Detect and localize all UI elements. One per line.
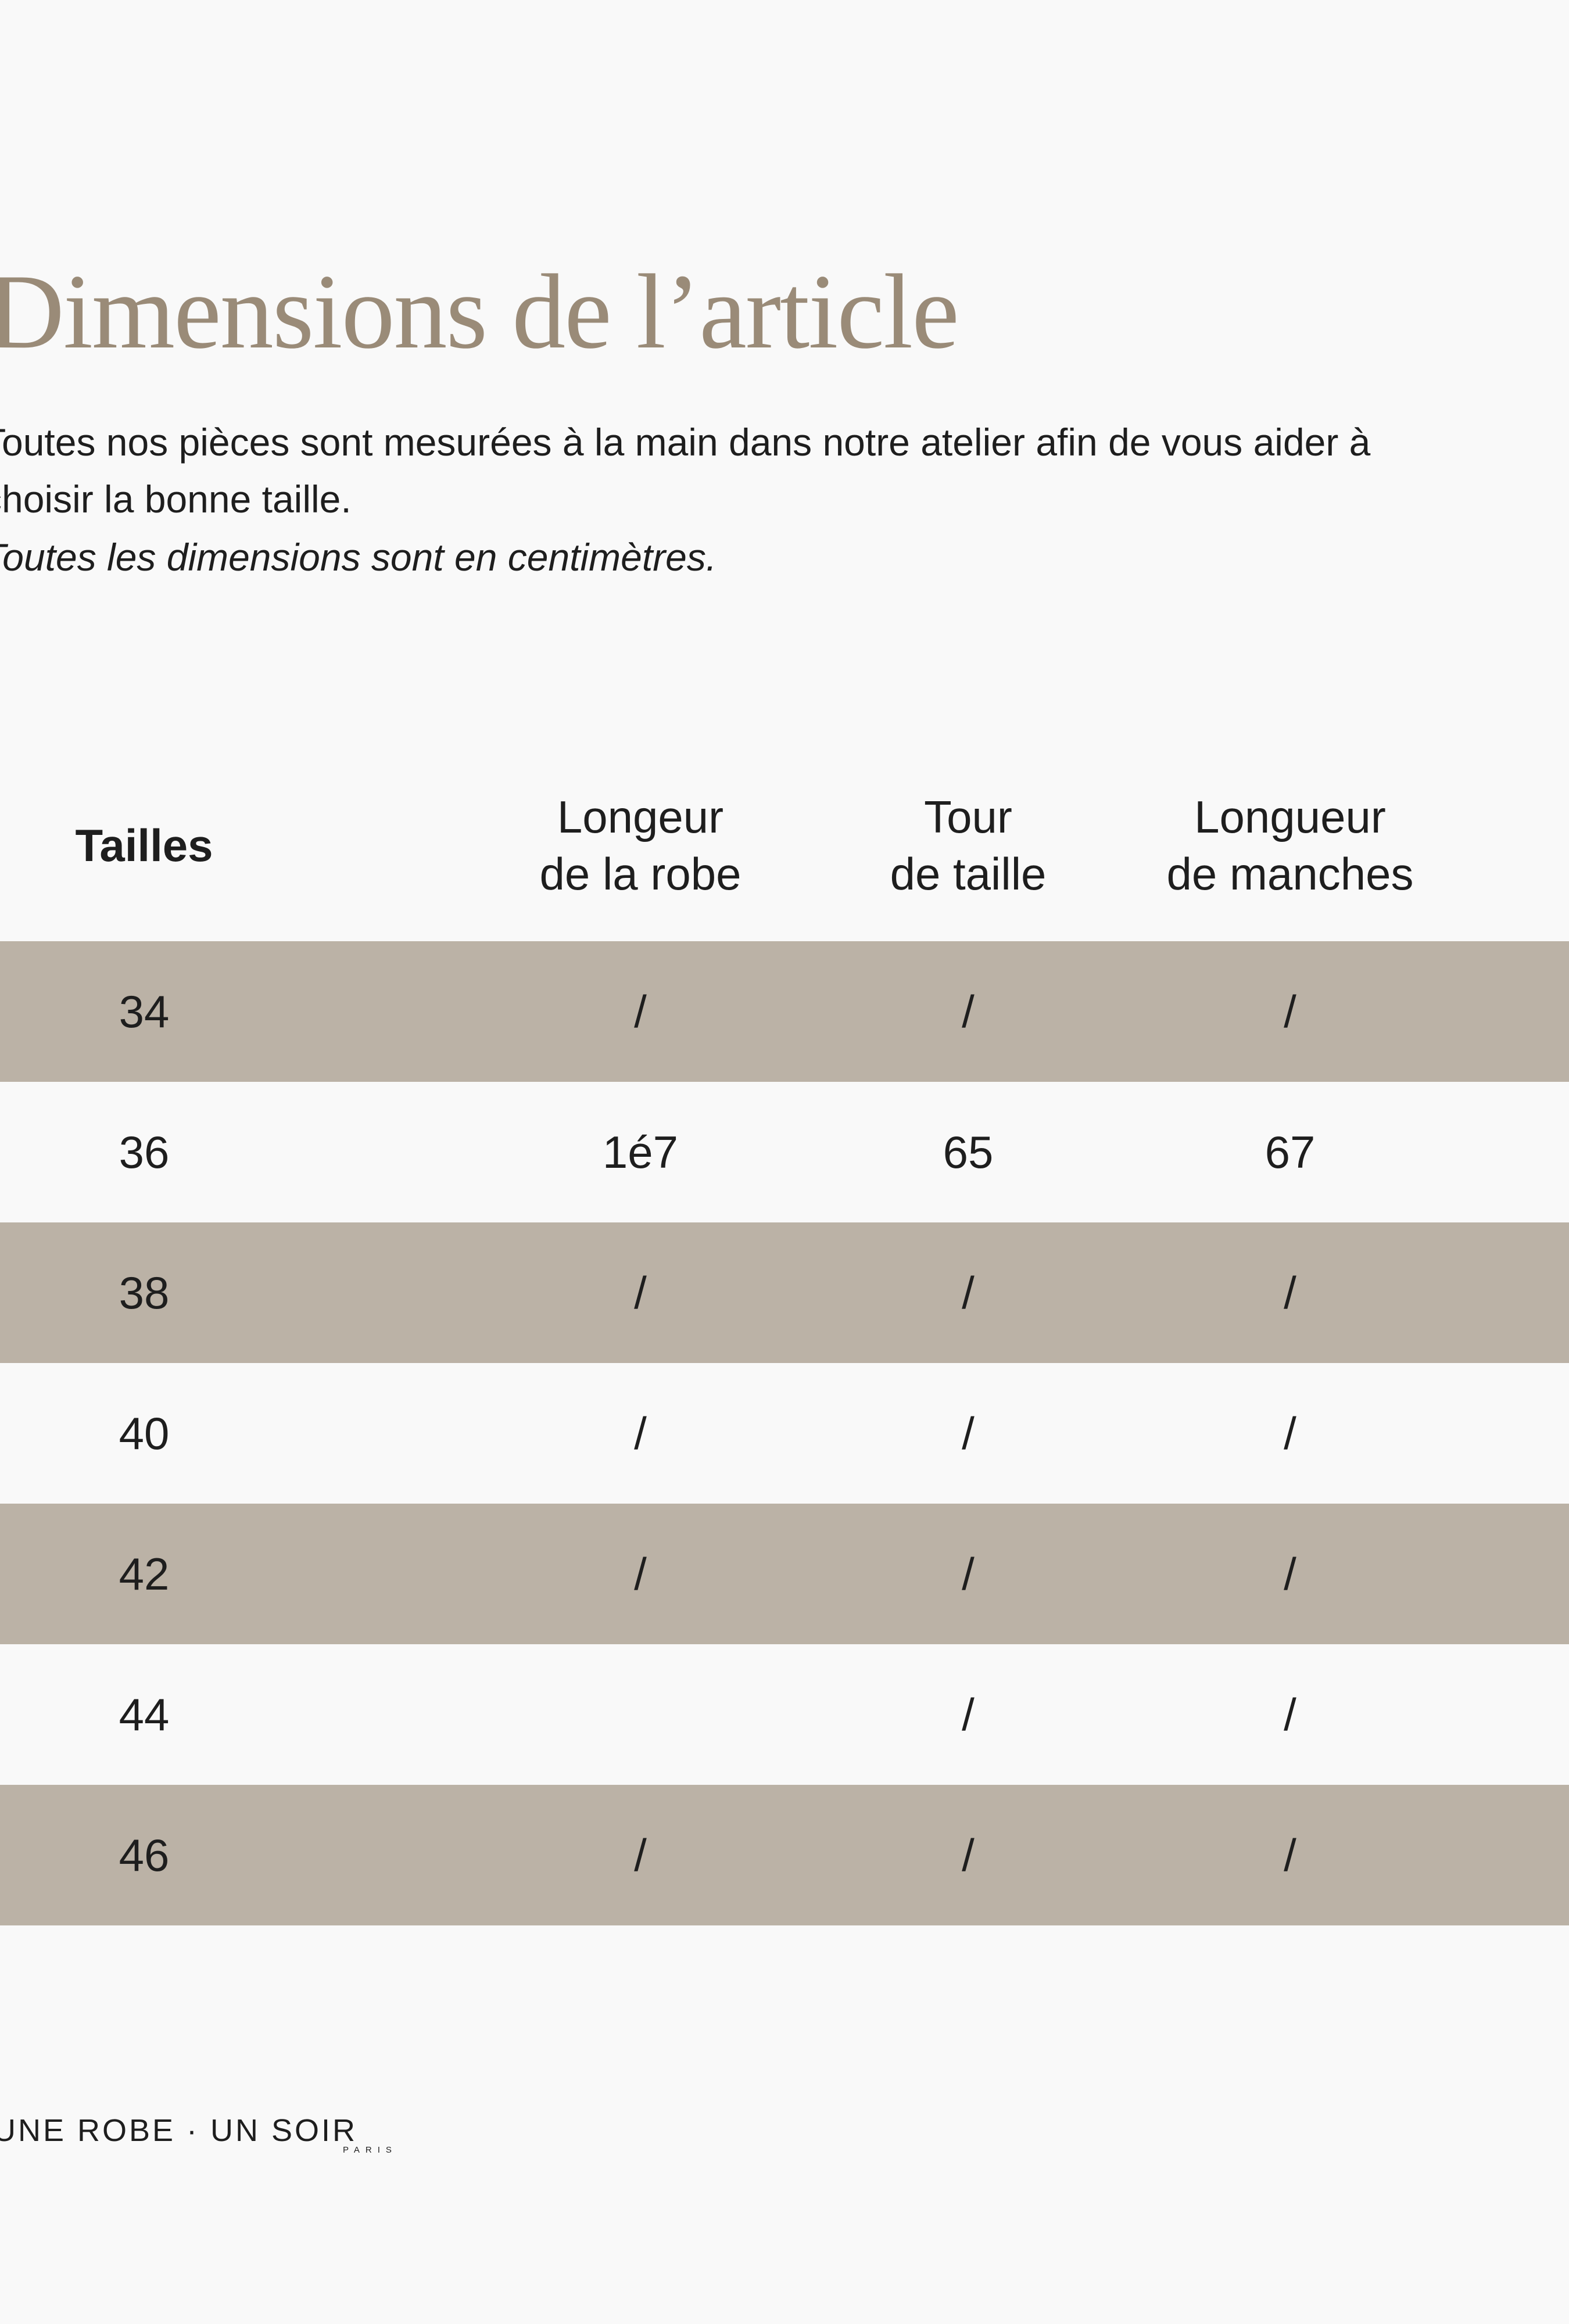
table-cell: 67 — [1264, 1126, 1316, 1178]
header-line: de taille — [890, 848, 1047, 899]
table-cell: / — [1284, 1267, 1296, 1318]
table-cell: 46 — [119, 1829, 170, 1881]
table-row: 42 / / / — [0, 1504, 1569, 1644]
table-cell: / — [634, 985, 647, 1037]
table-cell: 44 — [119, 1688, 170, 1740]
column-header: Longeur de la robe — [437, 788, 844, 902]
table-row: 46 / / / — [0, 1785, 1569, 1925]
column-header: Longueur de manches — [1087, 788, 1493, 902]
intro-note: Toutes les dimensions sont en centimètre… — [0, 536, 717, 579]
table-cell: / — [962, 1267, 975, 1318]
table-cell: / — [962, 985, 975, 1037]
table-row: 44 / / — [0, 1644, 1569, 1785]
header-line: Longueur — [1194, 791, 1386, 842]
table-cell: / — [962, 1548, 975, 1599]
table-cell: 40 — [119, 1407, 170, 1459]
column-header: Tour de taille — [765, 788, 1172, 902]
table-cell: / — [634, 1829, 647, 1881]
intro-text: Toutes nos pièces sont mesurées à la mai… — [0, 421, 1371, 464]
intro-text: choisir la bonne taille. — [0, 478, 352, 521]
table-cell: / — [962, 1688, 975, 1740]
table-cell: 65 — [943, 1126, 994, 1178]
table-cell: / — [962, 1407, 975, 1459]
page-title: Dimensions de l’article — [0, 252, 959, 371]
table-row: 40 / / / — [0, 1363, 1569, 1504]
table-row: 34 / / / — [0, 941, 1569, 1082]
header-line: de manches — [1166, 848, 1414, 899]
table-cell: / — [962, 1829, 975, 1881]
table-cell: / — [1284, 985, 1296, 1037]
brand-city: PARIS — [343, 2145, 397, 2155]
table-cell: 1é7 — [602, 1126, 679, 1178]
brand-logo: UNE ROBE · UN SOIR — [0, 2113, 358, 2148]
header-line: Tour — [924, 791, 1012, 842]
table-cell: 38 — [119, 1267, 170, 1318]
table-cell: / — [1284, 1688, 1296, 1740]
table-row: 36 1é7 65 67 — [0, 1082, 1569, 1222]
table-cell: / — [634, 1407, 647, 1459]
column-header: Tailles — [0, 817, 348, 874]
table-cell: / — [634, 1548, 647, 1599]
table-cell: 36 — [119, 1126, 170, 1178]
header-line: Longeur — [557, 791, 724, 842]
header-line: de la robe — [539, 848, 741, 899]
table-cell: / — [634, 1267, 647, 1318]
table-cell: 42 — [119, 1548, 170, 1599]
header-line: Tailles — [75, 820, 213, 871]
table-cell: / — [1284, 1548, 1296, 1599]
table-row: 38 / / / — [0, 1222, 1569, 1363]
table-cell: / — [1284, 1407, 1296, 1459]
table-cell: / — [1284, 1829, 1296, 1881]
table-cell: 34 — [119, 985, 170, 1037]
